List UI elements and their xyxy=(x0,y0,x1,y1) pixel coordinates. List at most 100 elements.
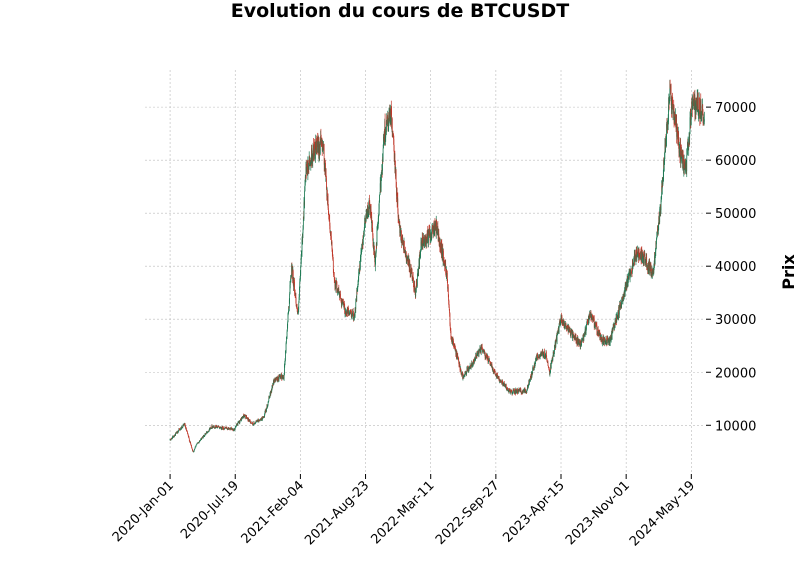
candle-body xyxy=(683,155,684,171)
candle-body xyxy=(172,437,173,439)
candle-body xyxy=(186,428,187,431)
candle-body xyxy=(501,381,502,383)
candle-body xyxy=(466,372,467,375)
candle-body xyxy=(602,339,603,344)
candle-body xyxy=(370,209,372,218)
candle-body xyxy=(650,264,652,274)
candle-body xyxy=(362,238,364,245)
candle-body xyxy=(204,433,206,436)
candle-body xyxy=(502,379,503,383)
candle-body xyxy=(576,339,577,343)
candle-body xyxy=(358,272,360,281)
candle-body xyxy=(387,119,388,124)
candle-body xyxy=(261,419,263,421)
candle-body xyxy=(585,329,587,333)
candle-body xyxy=(492,367,494,372)
candle-body xyxy=(184,423,186,426)
candle-body xyxy=(372,230,374,236)
candle-body xyxy=(435,220,437,234)
candle-body xyxy=(529,379,530,384)
candle-body xyxy=(578,340,580,345)
candle-body xyxy=(418,267,419,274)
candle-body xyxy=(583,335,585,341)
candle-body xyxy=(246,415,247,419)
candle-body xyxy=(545,351,547,357)
candle-body xyxy=(286,338,287,344)
candle-body xyxy=(331,242,333,250)
candle-body xyxy=(382,159,383,171)
candle-body xyxy=(388,115,390,122)
candle-body xyxy=(402,238,404,240)
candle-body xyxy=(602,337,604,343)
candle-body xyxy=(391,118,393,137)
candle-body xyxy=(546,356,548,360)
candle-body xyxy=(437,226,439,230)
candle-body xyxy=(558,325,560,333)
candle-body xyxy=(449,313,451,325)
candle-body xyxy=(443,259,445,266)
candle-body xyxy=(481,345,483,349)
candle-body xyxy=(514,389,515,394)
candle-body xyxy=(636,249,637,259)
candle-body xyxy=(431,226,433,232)
candle-body xyxy=(565,323,567,327)
candle-body xyxy=(699,111,701,119)
candle-body xyxy=(327,199,329,209)
candle-body xyxy=(477,351,478,356)
candle-body xyxy=(386,122,387,133)
candle-body xyxy=(509,390,511,392)
candle-body xyxy=(446,273,448,280)
candle-body xyxy=(344,304,346,314)
candle-body xyxy=(513,389,514,391)
candle-body xyxy=(447,279,448,289)
candle-body xyxy=(419,253,420,266)
candle-body xyxy=(289,284,291,294)
candle-body xyxy=(293,281,295,287)
candle-body xyxy=(188,438,190,441)
candle-body xyxy=(303,202,305,219)
candle-body xyxy=(194,449,195,450)
chart-title: Evolution du cours de BTCUSDT xyxy=(231,0,569,22)
candle-body xyxy=(426,240,427,244)
candle-body xyxy=(266,407,267,411)
candle-body xyxy=(262,417,263,420)
candle-body xyxy=(306,166,307,173)
candle-body xyxy=(445,263,447,274)
candle-body xyxy=(329,225,331,233)
candle-body xyxy=(680,157,682,162)
candle-body xyxy=(520,389,522,393)
candle-body xyxy=(341,299,343,303)
candle-body xyxy=(692,96,693,110)
candle-body xyxy=(375,251,377,257)
candle-body xyxy=(296,305,298,309)
candle-body xyxy=(375,256,376,261)
candle-body xyxy=(338,288,340,293)
candle-body xyxy=(528,385,529,387)
candle-body xyxy=(295,293,297,301)
candle-body xyxy=(346,310,348,314)
candle-body xyxy=(450,330,452,337)
candle-body xyxy=(367,211,369,218)
candle-body xyxy=(438,233,440,238)
candle-body xyxy=(668,105,669,122)
candle-body xyxy=(463,375,465,377)
y-tick-label: 60000 xyxy=(715,154,756,169)
candle-body xyxy=(335,282,337,289)
candle-body xyxy=(699,97,700,115)
candle-body xyxy=(213,426,215,428)
candle-body xyxy=(563,319,565,326)
candle-body xyxy=(316,139,318,152)
candle-body xyxy=(229,428,231,429)
candle-body xyxy=(478,350,480,357)
candle-body xyxy=(411,272,413,279)
candle-body xyxy=(284,365,285,375)
candle-body xyxy=(579,343,580,345)
candle-body xyxy=(605,339,606,343)
candle-body xyxy=(363,233,364,239)
candle-body xyxy=(662,178,664,184)
candle-body xyxy=(510,389,512,394)
candle-body xyxy=(280,376,282,378)
candle-body xyxy=(691,101,693,109)
candle-body xyxy=(403,240,405,252)
candle-body xyxy=(635,254,637,261)
